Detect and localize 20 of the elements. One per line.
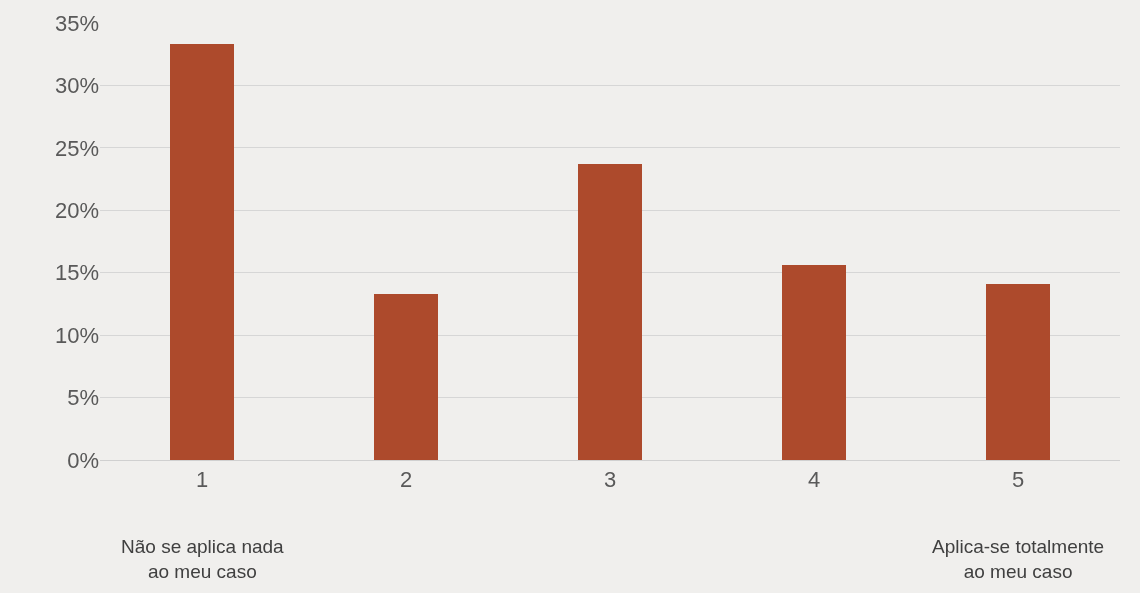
y-tick-label: 10% <box>54 322 99 348</box>
bar <box>578 164 642 460</box>
text: Aplica-se totalmente ao meu caso <box>932 536 1105 582</box>
x-tick-label: 1 <box>195 467 209 493</box>
y-tick-label: 30% <box>54 73 99 99</box>
text: Não se aplica nada ao meu caso <box>121 536 285 582</box>
bar <box>782 265 846 460</box>
y-tick-label: 35% <box>54 10 99 36</box>
x-tick-label: 4 <box>807 467 821 493</box>
bar <box>986 284 1050 460</box>
y-tick-label: 20% <box>54 197 99 223</box>
y-tick-label: 15% <box>54 260 99 286</box>
y-tick-label: 0% <box>67 447 99 473</box>
y-tick-label: 25% <box>54 135 99 161</box>
x-tick-label: 5 <box>1011 467 1025 493</box>
y-tick-label: 5% <box>67 385 99 411</box>
x-tick-label: 3 <box>603 467 617 493</box>
bar <box>374 294 438 460</box>
bar <box>170 44 234 460</box>
x-tick-label: 2 <box>399 467 413 493</box>
